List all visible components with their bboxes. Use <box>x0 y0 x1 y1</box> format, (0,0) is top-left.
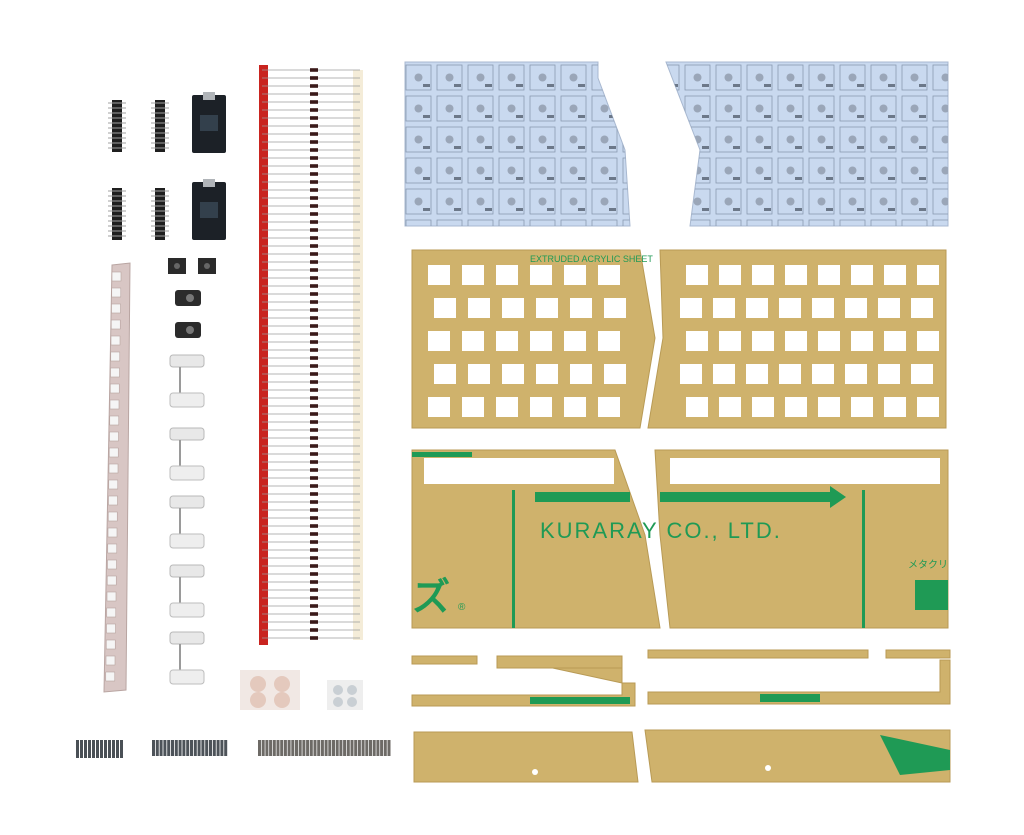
sheet-label: EXTRUDED ACRYLIC SHEET <box>530 254 653 264</box>
stabilizer-icon <box>169 354 205 408</box>
stabilizer-icon <box>169 564 205 618</box>
pin-header-icon <box>108 188 126 240</box>
acrylic-plate-right-icon <box>647 249 947 429</box>
pin-header-icon <box>151 188 169 240</box>
stabilizer-icon <box>169 631 205 685</box>
spacer-icon <box>258 740 391 756</box>
registered-mark: ® <box>458 602 466 613</box>
side-strip-right-icon <box>647 649 951 705</box>
led-strip-icon <box>103 262 131 693</box>
stabilizer-icon <box>169 495 205 549</box>
bottom-strip-left-icon <box>413 731 639 783</box>
screw-icon <box>76 740 123 758</box>
diode-strip-icon <box>259 65 363 645</box>
bottom-plate-left-icon: ズ ® <box>411 449 661 629</box>
pro-micro-icon <box>192 179 226 240</box>
pin-header-icon <box>108 100 126 152</box>
maker-text: KURARAY CO., LTD. <box>540 518 782 543</box>
pin-header-icon <box>151 100 169 152</box>
bottom-plate-right-icon: メタクリ <box>654 449 949 629</box>
bottom-strip-right-icon <box>644 729 951 783</box>
pcb-right-icon <box>665 61 949 227</box>
kuraray-logo: ズ <box>412 576 450 619</box>
side-strip-left-icon <box>411 655 636 707</box>
pro-micro-icon <box>192 92 226 153</box>
acrylic-plate-left-icon: EXTRUDED ACRYLIC SHEET <box>411 249 656 429</box>
reset-switch-icon <box>168 258 216 274</box>
stabilizer-icon <box>169 427 205 481</box>
screw-icon <box>152 740 228 756</box>
pcb-left-icon <box>404 61 631 227</box>
rubber-feet-icon <box>240 670 363 710</box>
jp-text: メタクリ <box>908 559 948 571</box>
trrs-jack-icon <box>175 290 201 338</box>
